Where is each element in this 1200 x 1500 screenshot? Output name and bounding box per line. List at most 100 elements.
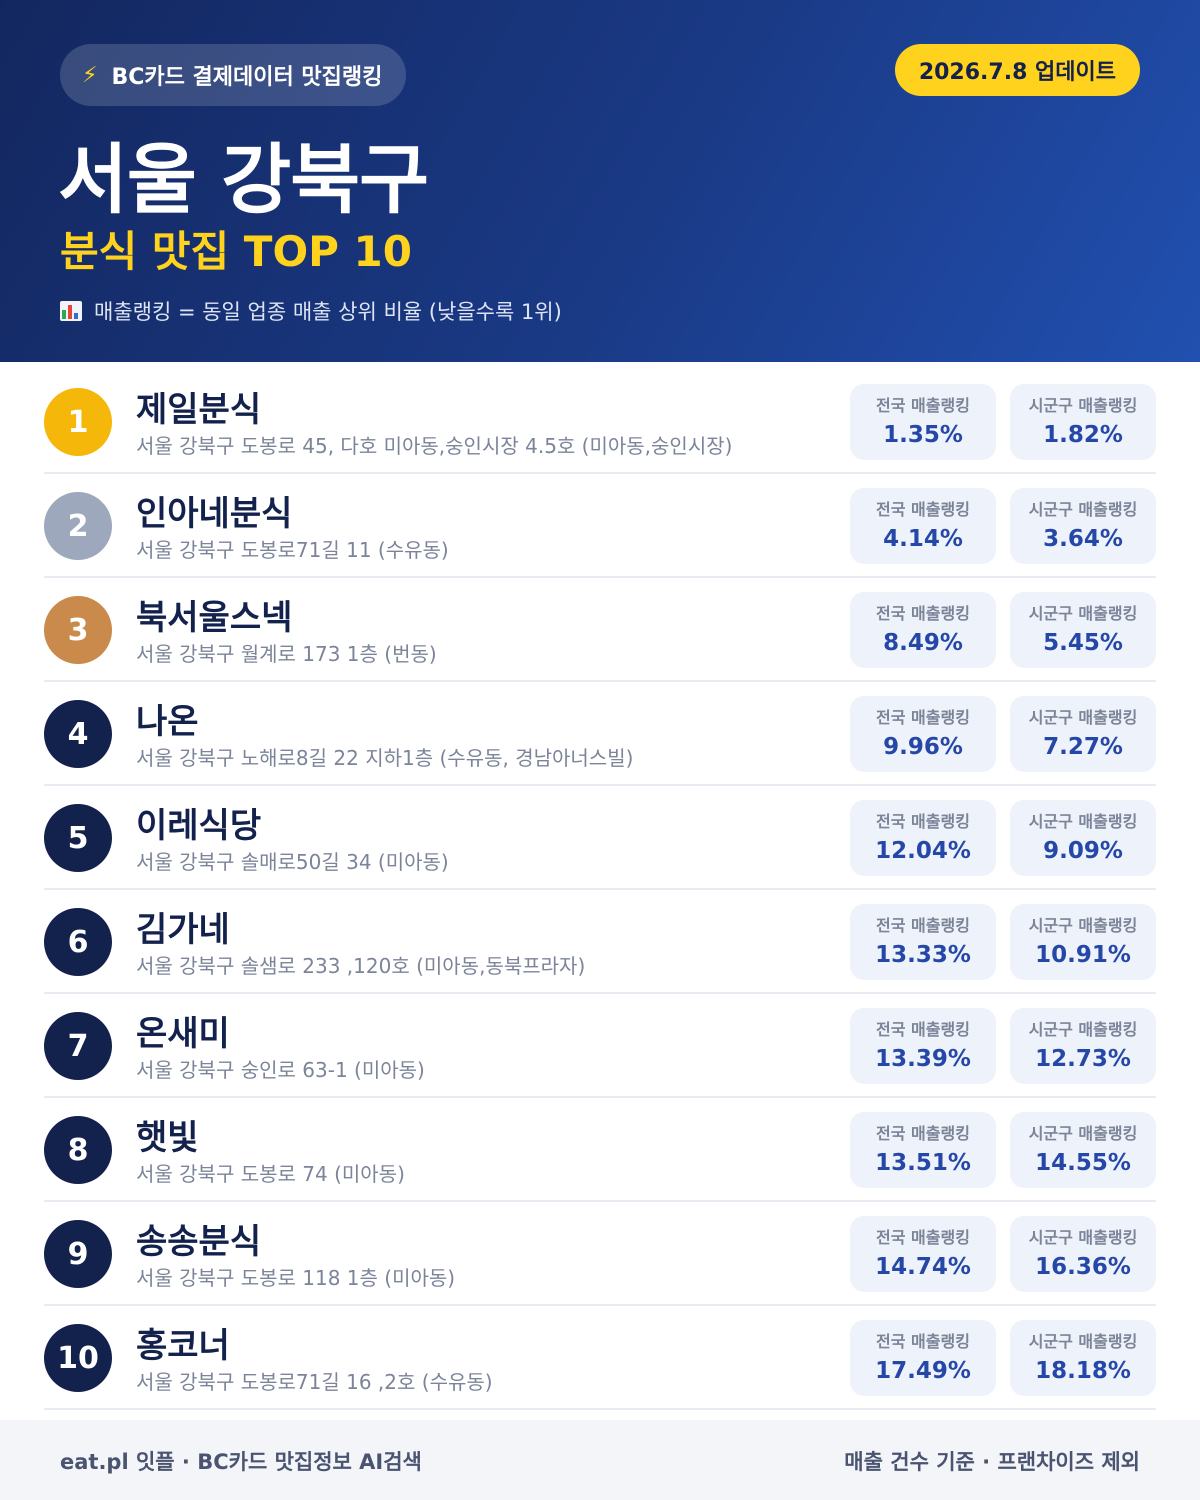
national-ranking-box: 전국 매출랭킹 9.96%	[850, 696, 996, 772]
restaurant-name: 김가네	[136, 910, 230, 950]
rank-badge: 9	[44, 1220, 112, 1288]
national-ranking-value: 17.49%	[875, 1358, 971, 1384]
local-ranking-label: 시군구 매출랭킹	[1028, 1228, 1138, 1247]
footer-criteria: 매출 건수 기준 · 프랜차이즈 제외	[844, 1450, 1140, 1474]
national-ranking-label: 전국 매출랭킹	[876, 1124, 970, 1143]
national-ranking-box: 전국 매출랭킹 13.33%	[850, 904, 996, 980]
page-subtitle: 분식 맛집 TOP 10	[60, 227, 413, 276]
local-ranking-label: 시군구 매출랭킹	[1028, 500, 1138, 519]
national-ranking-box: 전국 매출랭킹 13.39%	[850, 1008, 996, 1084]
rank-badge: 8	[44, 1116, 112, 1184]
national-ranking-value: 4.14%	[883, 526, 963, 552]
ranking-row[interactable]: 3 북서울스넥 서울 강북구 월계로 173 1층 (번동) 전국 매출랭킹 8.49%…	[44, 578, 1156, 682]
bar-chart-icon	[60, 301, 82, 321]
local-ranking-value: 14.55%	[1035, 1150, 1131, 1176]
national-ranking-label: 전국 매출랭킹	[876, 916, 970, 935]
restaurant-name: 송송분식	[136, 1222, 262, 1262]
national-ranking-box: 전국 매출랭킹 17.49%	[850, 1320, 996, 1396]
local-ranking-box: 시군구 매출랭킹 14.55%	[1010, 1112, 1156, 1188]
footer: eat.pl 잇플 · BC카드 맛집정보 AI검색 매출 건수 기준 · 프랜…	[0, 1420, 1200, 1500]
local-ranking-value: 7.27%	[1043, 734, 1123, 760]
restaurant-address: 서울 강북구 노해로8길 22 지하1층 (수유동, 경남아너스빌)	[136, 746, 634, 770]
ranking-note: 매출랭킹 = 동일 업종 매출 상위 비율 (낮을수록 1위)	[60, 296, 562, 326]
local-ranking-value: 16.36%	[1035, 1254, 1131, 1280]
restaurant-name: 이레식당	[136, 806, 262, 846]
local-ranking-box: 시군구 매출랭킹 10.91%	[1010, 904, 1156, 980]
footer-source: eat.pl 잇플 · BC카드 맛집정보 AI검색	[60, 1450, 422, 1474]
national-ranking-value: 13.33%	[875, 942, 971, 968]
national-ranking-label: 전국 매출랭킹	[876, 396, 970, 415]
local-ranking-value: 12.73%	[1035, 1046, 1131, 1072]
national-ranking-value: 1.35%	[883, 422, 963, 448]
national-ranking-value: 9.96%	[883, 734, 963, 760]
source-badge: ⚡ BC카드 결제데이터 맛집랭킹	[60, 44, 407, 106]
local-ranking-label: 시군구 매출랭킹	[1028, 604, 1138, 623]
rank-badge: 2	[44, 492, 112, 560]
national-ranking-box: 전국 매출랭킹 12.04%	[850, 800, 996, 876]
local-ranking-label: 시군구 매출랭킹	[1028, 1332, 1138, 1351]
national-ranking-label: 전국 매출랭킹	[876, 812, 970, 831]
national-ranking-value: 14.74%	[875, 1254, 971, 1280]
local-ranking-value: 18.18%	[1035, 1358, 1131, 1384]
local-ranking-box: 시군구 매출랭킹 16.36%	[1010, 1216, 1156, 1292]
local-ranking-box: 시군구 매출랭킹 12.73%	[1010, 1008, 1156, 1084]
rank-badge: 7	[44, 1012, 112, 1080]
local-ranking-value: 5.45%	[1043, 630, 1123, 656]
ranking-note-text: 매출랭킹 = 동일 업종 매출 상위 비율 (낮을수록 1위)	[94, 300, 562, 324]
rank-badge: 5	[44, 804, 112, 872]
restaurant-address: 서울 강북구 월계로 173 1층 (번동)	[136, 642, 437, 666]
restaurant-address: 서울 강북구 도봉로 74 (미아동)	[136, 1162, 405, 1186]
local-ranking-box: 시군구 매출랭킹 7.27%	[1010, 696, 1156, 772]
restaurant-name: 햇빛	[136, 1118, 199, 1158]
rank-badge: 6	[44, 908, 112, 976]
restaurant-address: 서울 강북구 솔매로50길 34 (미아동)	[136, 850, 449, 874]
rank-badge: 10	[44, 1324, 112, 1392]
national-ranking-value: 8.49%	[883, 630, 963, 656]
national-ranking-box: 전국 매출랭킹 4.14%	[850, 488, 996, 564]
national-ranking-label: 전국 매출랭킹	[876, 1020, 970, 1039]
local-ranking-label: 시군구 매출랭킹	[1028, 812, 1138, 831]
national-ranking-label: 전국 매출랭킹	[876, 1228, 970, 1247]
national-ranking-label: 전국 매출랭킹	[876, 500, 970, 519]
national-ranking-label: 전국 매출랭킹	[876, 1332, 970, 1351]
restaurant-address: 서울 강북구 솔샘로 233 ,120호 (미아동,동북프라자)	[136, 954, 586, 978]
national-ranking-box: 전국 매출랭킹 1.35%	[850, 384, 996, 460]
ranking-row[interactable]: 1 제일분식 서울 강북구 도봉로 45, 다호 미아동,숭인시장 4.5호 (미아…	[44, 370, 1156, 474]
ranking-row[interactable]: 2 인아네분식 서울 강북구 도봉로71길 11 (수유동) 전국 매출랭킹 4.14%…	[44, 474, 1156, 578]
national-ranking-value: 13.39%	[875, 1046, 971, 1072]
update-badge: 2026.7.8 업데이트	[894, 44, 1140, 96]
national-ranking-label: 전국 매출랭킹	[876, 604, 970, 623]
national-ranking-label: 전국 매출랭킹	[876, 708, 970, 727]
local-ranking-label: 시군구 매출랭킹	[1028, 1020, 1138, 1039]
restaurant-address: 서울 강북구 도봉로71길 11 (수유동)	[136, 538, 449, 562]
rank-badge: 1	[44, 388, 112, 456]
page-title: 서울 강북구	[58, 135, 429, 224]
local-ranking-box: 시군구 매출랭킹 1.82%	[1010, 384, 1156, 460]
local-ranking-label: 시군구 매출랭킹	[1028, 1124, 1138, 1143]
local-ranking-label: 시군구 매출랭킹	[1028, 396, 1138, 415]
restaurant-name: 온새미	[136, 1014, 230, 1054]
lightning-icon: ⚡	[82, 62, 98, 88]
local-ranking-value: 10.91%	[1035, 942, 1131, 968]
local-ranking-box: 시군구 매출랭킹 18.18%	[1010, 1320, 1156, 1396]
national-ranking-value: 12.04%	[875, 838, 971, 864]
restaurant-name: 북서울스넥	[136, 598, 293, 638]
ranking-row[interactable]: 10 홍코너 서울 강북구 도봉로71길 16 ,2호 (수유동) 전국 매출랭킹 17…	[44, 1306, 1156, 1410]
local-ranking-box: 시군구 매출랭킹 9.09%	[1010, 800, 1156, 876]
national-ranking-box: 전국 매출랭킹 14.74%	[850, 1216, 996, 1292]
national-ranking-box: 전국 매출랭킹 8.49%	[850, 592, 996, 668]
local-ranking-label: 시군구 매출랭킹	[1028, 708, 1138, 727]
national-ranking-value: 13.51%	[875, 1150, 971, 1176]
restaurant-address: 서울 강북구 숭인로 63-1 (미아동)	[136, 1058, 425, 1082]
local-ranking-value: 3.64%	[1043, 526, 1123, 552]
rank-badge: 4	[44, 700, 112, 768]
ranking-row[interactable]: 4 나온 서울 강북구 노해로8길 22 지하1층 (수유동, 경남아너스빌) 전국 …	[44, 682, 1156, 786]
ranking-list: 1 제일분식 서울 강북구 도봉로 45, 다호 미아동,숭인시장 4.5호 (미아…	[44, 370, 1156, 1410]
local-ranking-box: 시군구 매출랭킹 3.64%	[1010, 488, 1156, 564]
restaurant-address: 서울 강북구 도봉로 118 1층 (미아동)	[136, 1266, 456, 1290]
